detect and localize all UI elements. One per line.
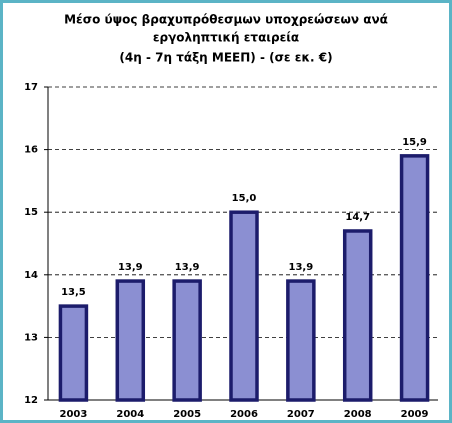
value-label: 14,7: [345, 212, 370, 223]
y-tick-label: 15: [24, 207, 38, 218]
bar: [229, 210, 259, 402]
y-tick-label: 12: [24, 395, 38, 406]
value-label: 13,9: [175, 262, 200, 273]
bar: [115, 279, 146, 402]
chart-title: Μέσο ύψος βραχυπρόθεσμων υποχρεώσεων ανά: [64, 13, 388, 27]
bar: [286, 279, 316, 402]
chart-title: (4η - 7η τάξη ΜΕΕΠ) - (σε εκ. €): [119, 51, 332, 65]
x-tick-label: 2007: [287, 409, 315, 420]
bar: [58, 304, 89, 402]
y-tick-label: 14: [24, 270, 38, 281]
x-tick-label: 2006: [230, 409, 258, 420]
x-tick-label: 2005: [173, 409, 201, 420]
x-tick-label: 2008: [344, 409, 372, 420]
bar: [172, 279, 202, 402]
value-label: 15,0: [232, 193, 257, 204]
x-tick-label: 2009: [401, 409, 429, 420]
y-tick-label: 17: [24, 82, 38, 93]
bar: [399, 154, 430, 402]
value-label: 15,9: [402, 137, 427, 148]
value-label: 13,9: [289, 262, 314, 273]
chart-title: εργοληπτική εταιρεία: [153, 31, 299, 45]
y-tick-label: 13: [24, 332, 38, 343]
x-tick-label: 2004: [116, 409, 144, 420]
value-label: 13,5: [61, 287, 86, 298]
y-tick-label: 16: [24, 145, 38, 156]
value-label: 13,9: [118, 262, 143, 273]
x-tick-label: 2003: [60, 409, 88, 420]
bar: [342, 229, 373, 402]
